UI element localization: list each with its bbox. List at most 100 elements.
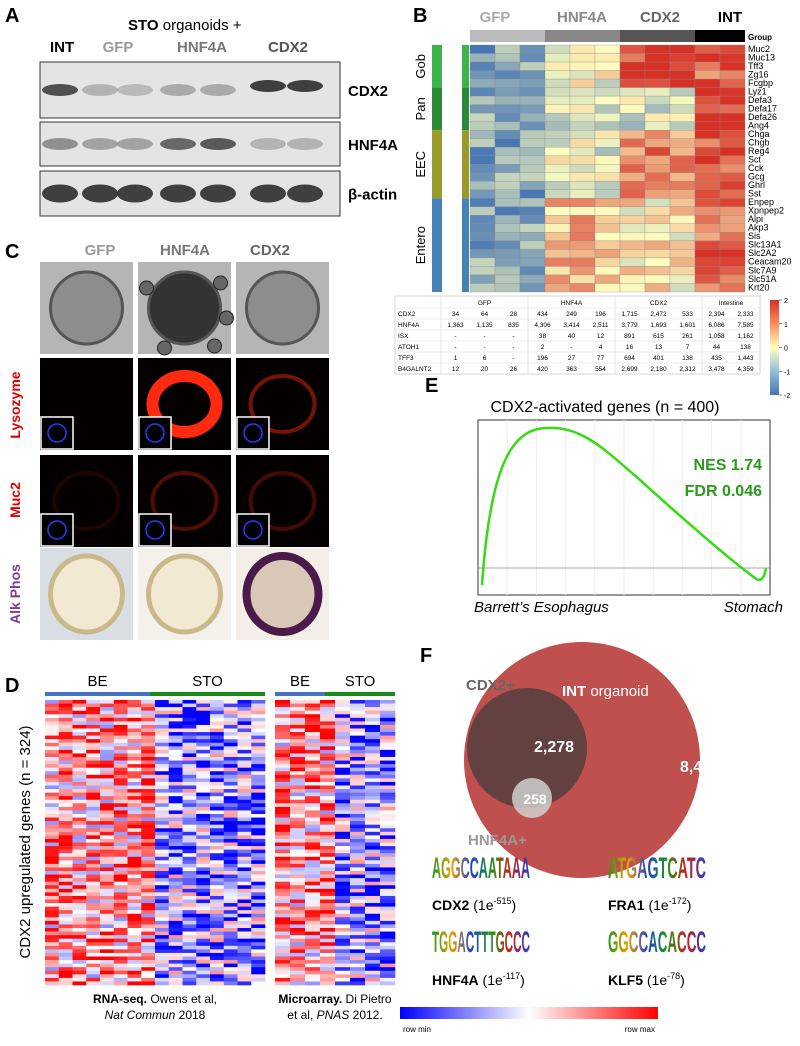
- heat-cell: [619, 257, 646, 267]
- heat-cell: [86, 860, 101, 865]
- heat-cell: [223, 760, 238, 765]
- heat-cell: [86, 899, 101, 904]
- heat-cell: [519, 155, 546, 165]
- heat-cell: [72, 835, 87, 840]
- heat-cell: [45, 771, 60, 776]
- heat-cell: [113, 735, 128, 740]
- heat-cell: [223, 789, 238, 793]
- heat-cell: [305, 789, 321, 793]
- heat-cell: [251, 703, 266, 708]
- heat-cell: [365, 860, 381, 865]
- heat-cell: [380, 717, 396, 722]
- heat-cell: [45, 949, 60, 954]
- heat-cell: [141, 842, 156, 847]
- heat-cell: [380, 935, 396, 939]
- heat-cell: [290, 910, 306, 915]
- heat-cell: [100, 724, 115, 729]
- heat-cell: [350, 767, 366, 772]
- heat-cell: [72, 831, 87, 836]
- heat-cell: [237, 707, 252, 711]
- heat-cell: [305, 960, 321, 964]
- heat-cell: [365, 767, 381, 772]
- table-frame: [394, 295, 761, 375]
- heat-cell: [210, 871, 225, 875]
- heat-cell: [155, 899, 170, 904]
- heat-cell: [275, 945, 291, 950]
- heat-cell: [168, 792, 183, 797]
- table-cell: 363: [566, 366, 577, 373]
- heat-cell: [305, 974, 321, 979]
- heat-cell: [380, 707, 396, 711]
- heat-cell: [305, 913, 321, 918]
- heat-cell: [669, 130, 696, 139]
- heat-cell: [350, 938, 366, 943]
- heat-cell: [100, 931, 115, 936]
- heat-cell: [519, 215, 546, 225]
- heat-cell: [320, 888, 336, 893]
- heat-cell: [290, 881, 306, 886]
- heat-cell: [320, 867, 336, 872]
- heat-cell: [196, 806, 211, 811]
- heat-cell: [141, 728, 156, 733]
- heat-cell: [223, 842, 238, 847]
- heat-cell: [275, 981, 291, 986]
- heat-cell: [251, 931, 266, 936]
- heat-cell: [305, 928, 321, 932]
- heat-cell: [196, 895, 211, 900]
- heat-cell: [45, 703, 60, 708]
- heat-cell: [380, 871, 396, 875]
- heat-cell: [86, 803, 101, 808]
- heat-cell: [519, 61, 546, 71]
- heat-cell: [365, 871, 381, 875]
- heat-cell: [594, 138, 621, 148]
- heat-cell: [365, 703, 381, 708]
- heat-cell: [305, 728, 321, 733]
- heat-cell: [58, 938, 73, 943]
- heat-cell: [335, 835, 351, 840]
- heat-cell: [305, 799, 321, 804]
- heat-cell: [275, 821, 291, 825]
- heat-cell: [168, 903, 183, 907]
- heat-cell: [469, 181, 496, 190]
- heat-cell: [305, 796, 321, 801]
- heat-cell: [251, 724, 266, 729]
- heat-cell: [72, 735, 87, 740]
- heat-cell: [45, 895, 60, 900]
- heat-cell: [45, 717, 60, 722]
- heat-cell: [127, 920, 142, 925]
- heat-cell: [155, 810, 170, 815]
- heat-cell: [223, 863, 238, 868]
- heat-cell: [350, 881, 366, 886]
- heat-cell: [365, 803, 381, 808]
- heat-cell: [275, 710, 291, 715]
- table-cell: 27: [568, 355, 576, 362]
- table-cell: 138: [682, 355, 693, 362]
- heat-cell: [210, 717, 225, 722]
- table-row-name: CDX2: [398, 311, 416, 318]
- heat-cell: [251, 806, 266, 811]
- heat-cell: [237, 806, 252, 811]
- heat-cell: [196, 963, 211, 968]
- heat-cell: [196, 814, 211, 818]
- heat-cell: [100, 871, 115, 875]
- heat-cell: [58, 849, 73, 854]
- heat-cell: [335, 846, 351, 850]
- heat-cell: [290, 707, 306, 711]
- heat-cell: [45, 910, 60, 915]
- heat-cell: [544, 155, 571, 165]
- heat-cell: [113, 835, 128, 840]
- heat-cell: [127, 842, 142, 847]
- gene-label: Ceacam20: [748, 257, 792, 267]
- heat-cell: [251, 778, 266, 783]
- heat-cell: [719, 257, 746, 267]
- heat-cell: [335, 749, 351, 754]
- heat-cell: [544, 121, 571, 131]
- heat-cell: [365, 967, 381, 972]
- heat-cell: [113, 963, 128, 968]
- heat-cell: [196, 835, 211, 840]
- heat-cell: [365, 917, 381, 922]
- heat-cell: [350, 803, 366, 808]
- heat-cell: [196, 728, 211, 733]
- heat-cell: [113, 821, 128, 825]
- stat-label: FDR 0.046: [685, 483, 762, 500]
